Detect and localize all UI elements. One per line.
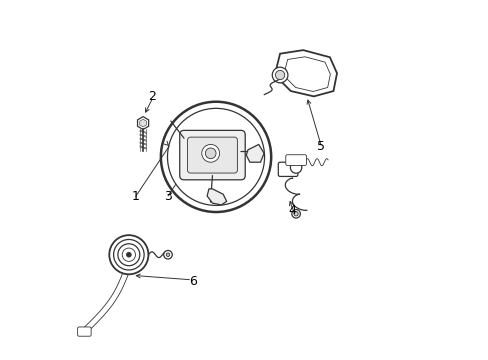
Circle shape <box>272 67 287 83</box>
Ellipse shape <box>167 108 264 206</box>
Polygon shape <box>140 119 146 127</box>
Text: 5: 5 <box>316 140 325 153</box>
FancyBboxPatch shape <box>180 130 244 180</box>
Polygon shape <box>207 189 226 205</box>
FancyBboxPatch shape <box>278 162 297 176</box>
Polygon shape <box>285 57 330 91</box>
Text: 4: 4 <box>288 204 296 217</box>
Text: 3: 3 <box>163 189 172 203</box>
Circle shape <box>293 212 298 216</box>
Ellipse shape <box>161 102 271 212</box>
FancyBboxPatch shape <box>78 327 91 336</box>
Polygon shape <box>137 117 148 130</box>
Circle shape <box>126 252 131 257</box>
Circle shape <box>166 253 169 257</box>
Circle shape <box>202 144 219 162</box>
Circle shape <box>109 235 148 274</box>
FancyBboxPatch shape <box>187 137 237 173</box>
Polygon shape <box>246 144 264 162</box>
Circle shape <box>290 162 301 173</box>
Circle shape <box>291 210 300 218</box>
Circle shape <box>275 71 284 80</box>
Circle shape <box>205 148 216 159</box>
FancyBboxPatch shape <box>285 155 306 165</box>
Text: 6: 6 <box>188 275 197 288</box>
Text: 1: 1 <box>132 189 140 203</box>
Circle shape <box>122 248 135 261</box>
Text: 2: 2 <box>148 90 156 103</box>
Circle shape <box>113 239 144 270</box>
Circle shape <box>118 244 140 266</box>
Circle shape <box>163 251 172 259</box>
Polygon shape <box>276 50 336 96</box>
